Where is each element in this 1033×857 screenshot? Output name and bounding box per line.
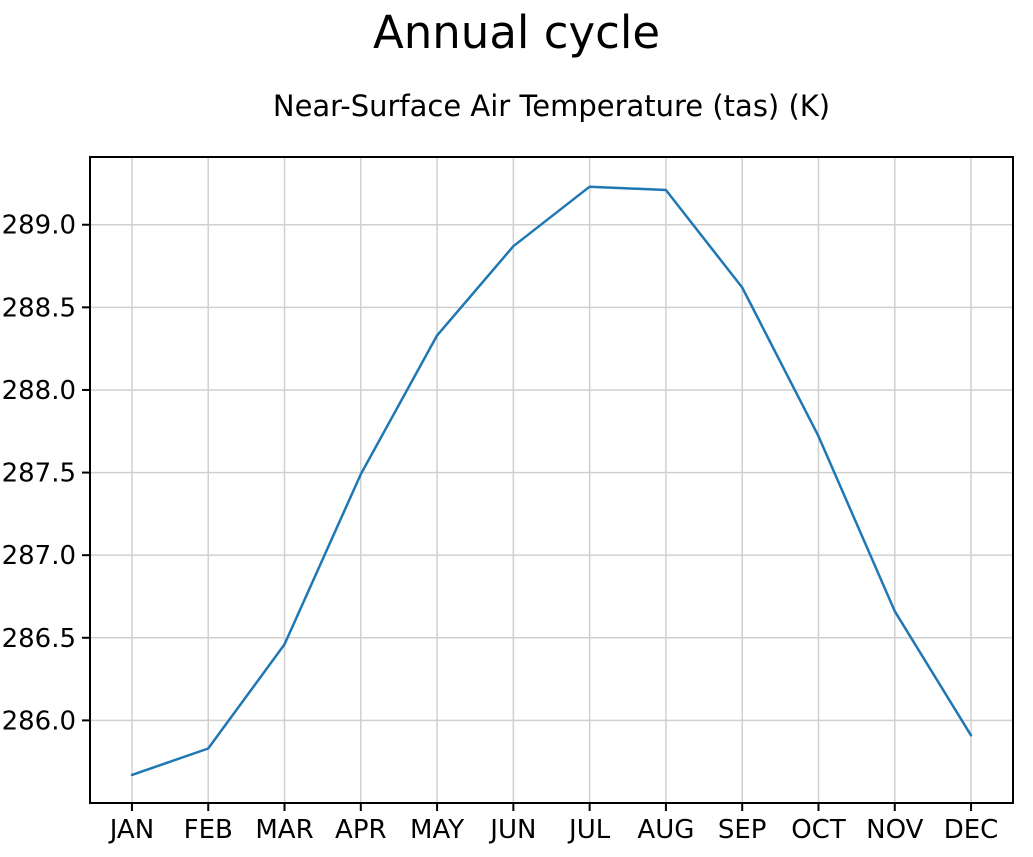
y-tick-label-286.5: 286.5 <box>2 624 76 654</box>
y-tick-label-287.5: 287.5 <box>2 459 76 489</box>
y-tick-label-288.5: 288.5 <box>2 293 76 323</box>
x-tick-label-feb: FEB <box>184 815 233 845</box>
x-tick-label-jun: JUN <box>488 815 536 845</box>
x-tick-label-oct: OCT <box>791 815 846 845</box>
axes-border <box>89 156 1014 804</box>
chart-suptitle: Annual cycle <box>372 6 661 59</box>
x-tick-label-mar: MAR <box>255 815 313 845</box>
temperature-line <box>130 185 973 777</box>
x-tick-label-jul: JUL <box>567 815 611 845</box>
chart-axes-title: Near-Surface Air Temperature (tas) (K) <box>272 89 831 123</box>
y-tick-label-288.0: 288.0 <box>2 376 76 406</box>
y-tick-label-287.0: 287.0 <box>2 541 76 571</box>
x-tick-label-aug: AUG <box>637 815 694 845</box>
x-tick-label-nov: NOV <box>866 815 923 845</box>
x-tick-label-dec: DEC <box>944 815 999 845</box>
x-tick-label-may: MAY <box>410 815 464 845</box>
y-tick-label-286.0: 286.0 <box>2 706 76 736</box>
x-tick-label-sep: SEP <box>718 815 767 845</box>
x-tick-label-apr: APR <box>335 815 387 845</box>
x-tick-label-jan: JAN <box>108 815 154 845</box>
y-tick-label-289.0: 289.0 <box>2 211 76 241</box>
